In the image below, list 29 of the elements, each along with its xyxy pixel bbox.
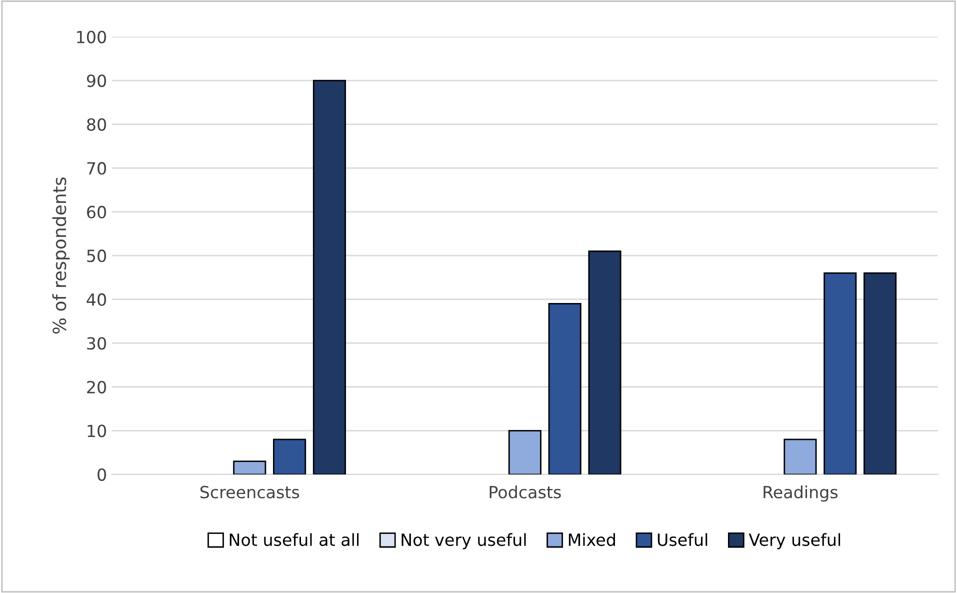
bar [864,272,897,474]
bar [312,80,346,474]
y-tick-label: 100 [77,30,106,44]
bar [588,250,622,474]
bar [273,438,306,474]
y-tick-label: 10 [88,424,106,438]
bar [824,272,857,474]
legend-label: Very useful [748,533,840,550]
bar [233,460,266,474]
y-tick-label: 50 [87,250,106,262]
bar [784,438,817,474]
bar [548,303,582,474]
x-tick-label: Screencasts [200,486,300,498]
bar [508,430,542,474]
y-tick-label: 60 [87,206,106,218]
legend-label: Not useful at all [230,533,359,546]
y-tick-label: 30 [87,337,106,350]
x-tick-label: Readings [764,486,838,502]
y-tick-label: 90 [86,74,106,88]
legend-label: Mixed [568,533,615,546]
y-tick-label: 80 [87,118,106,131]
legend-label: Not very useful [402,533,526,550]
y-tick-label: 40 [86,293,106,306]
y-tick-label: 0 [98,468,106,481]
legend-label: Useful [658,533,708,546]
y-axis-title: % of respondents [52,177,70,334]
x-tick-label: Podcasts [490,486,561,498]
y-tick-label: 70 [87,162,106,175]
y-tick-label: 20 [87,380,106,394]
